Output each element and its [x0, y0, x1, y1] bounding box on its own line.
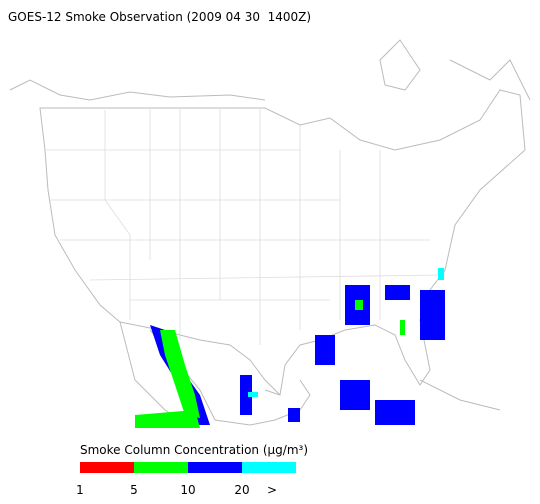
legend-label: 20 — [234, 483, 249, 497]
legend-title: Smoke Column Concentration (μg/m³) — [80, 443, 308, 457]
legend-label: > — [267, 483, 277, 497]
legend: 1 5 10 20 > — [76, 462, 296, 497]
legend-swatch — [80, 462, 134, 473]
legend-swatch — [242, 462, 296, 473]
legend-label: 5 — [130, 483, 138, 497]
legend-swatch — [134, 462, 188, 473]
title: GOES-12 Smoke Observation (2009 04 30 14… — [8, 10, 311, 24]
legend-label: 1 — [76, 483, 84, 497]
legend-label: 10 — [180, 483, 195, 497]
base-map — [9, 39, 531, 426]
legend-swatch — [188, 462, 242, 473]
smoke-patches — [135, 268, 445, 428]
